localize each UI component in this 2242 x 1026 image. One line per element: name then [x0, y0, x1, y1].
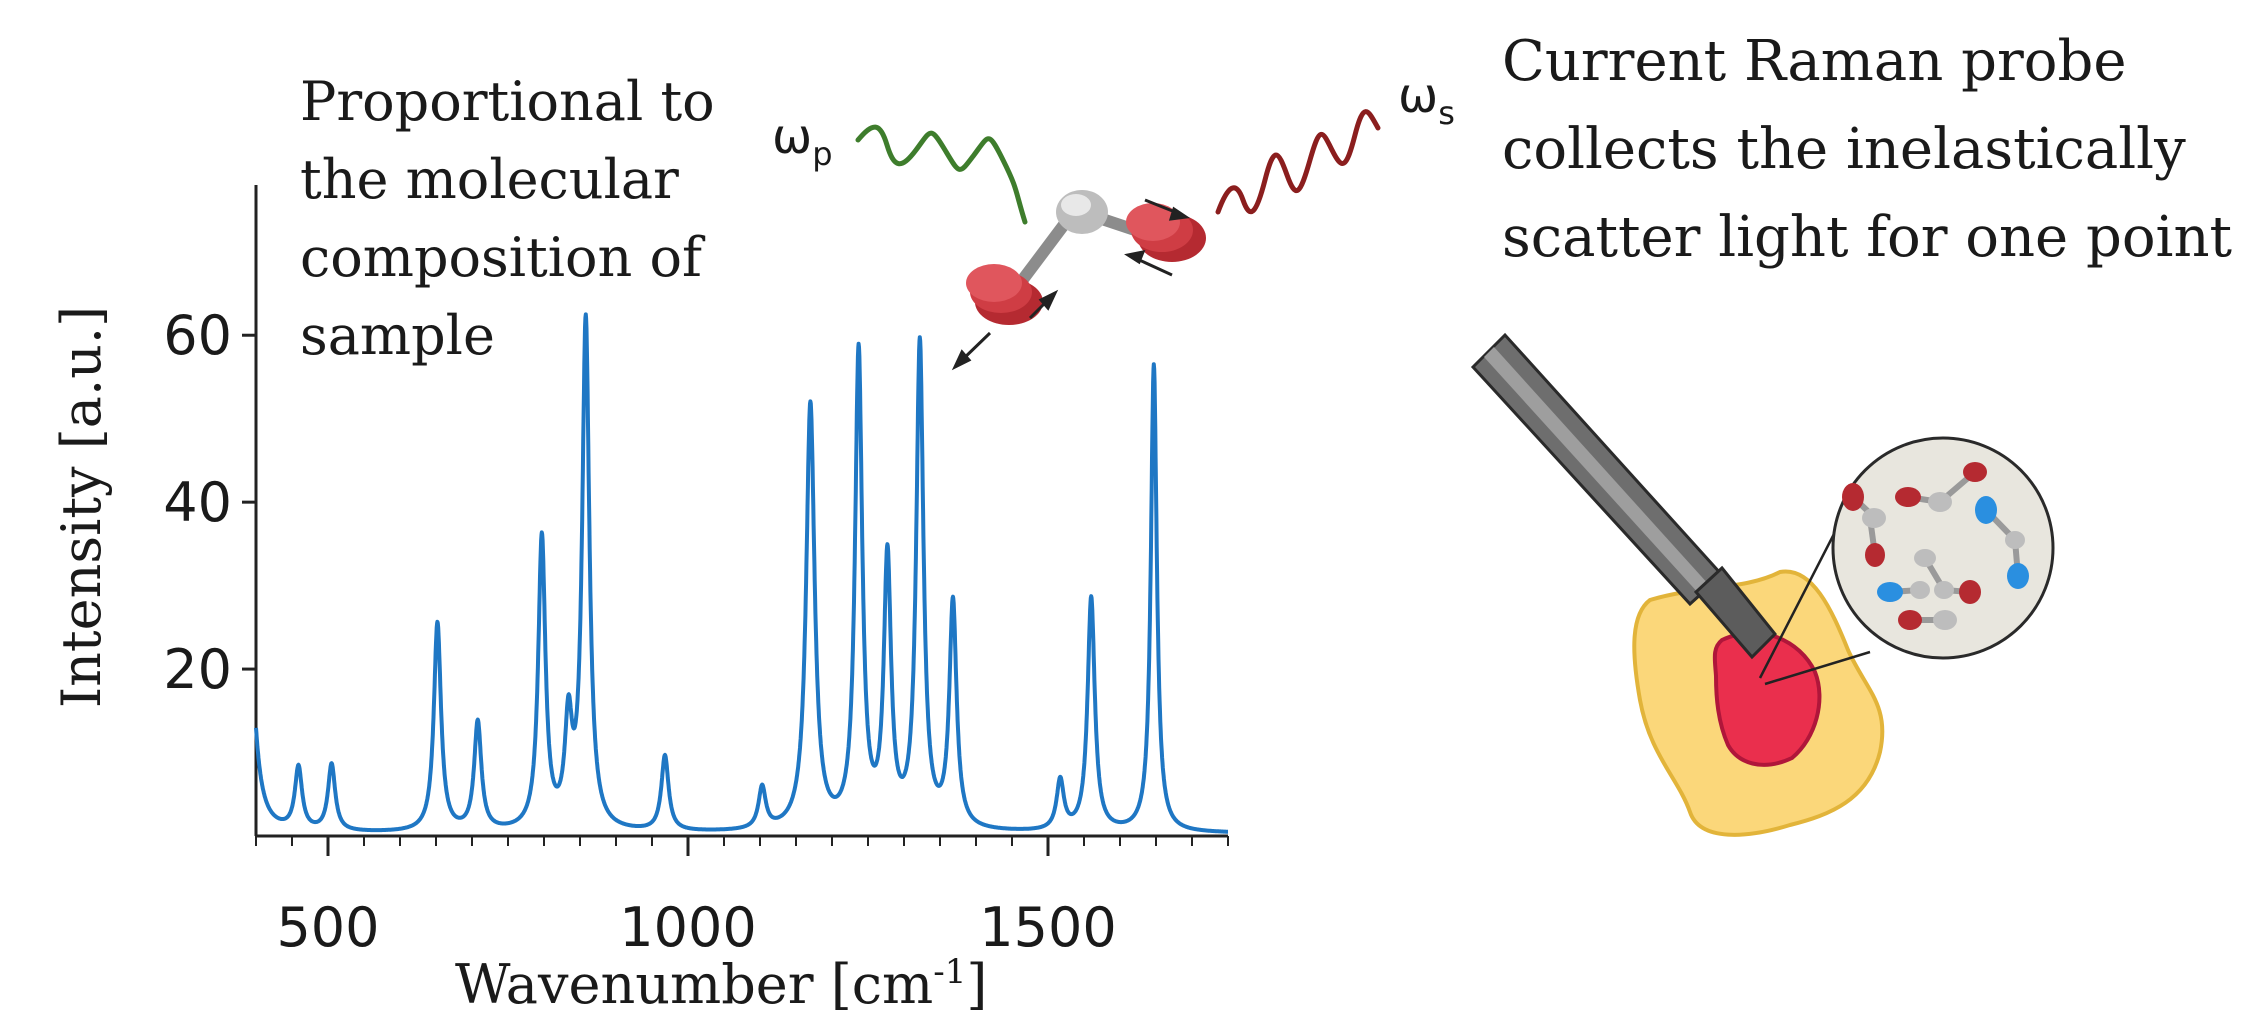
- zoom-line-lower: [1764, 650, 1871, 686]
- probe-icon: [1470, 332, 1778, 660]
- x-major-ticks: 500 1000 1500: [276, 836, 1117, 959]
- annotation-right-line-1: Current Raman probe: [1502, 29, 2126, 94]
- x-axis-label: Wavenumber [cm-1]: [455, 952, 987, 1016]
- annotation-left-line-4: sample: [300, 304, 495, 367]
- omega-p-label: ωp: [772, 109, 833, 173]
- annotation-right-line-2: collects the inelastically: [1502, 117, 2186, 182]
- x-tick-label: 1500: [979, 896, 1116, 959]
- y-axis-label: Intensity [a.u.]: [50, 306, 113, 708]
- y-tick-label: 60: [163, 304, 232, 367]
- raman-scattering-illustration: ωp ωs: [772, 68, 1455, 371]
- annotation-left-line-3: composition of: [300, 226, 706, 289]
- annotation-left-line-2: the molecular: [300, 148, 679, 211]
- annotation-right-line-3: scatter light for one point: [1502, 205, 2233, 270]
- annotation-left-line-1: Proportional to: [300, 70, 715, 133]
- y-tick-label: 20: [163, 638, 232, 701]
- y-ticks: 20 40 60: [163, 304, 256, 701]
- molecule-icon: [951, 190, 1206, 371]
- pump-wave-icon: [855, 124, 1028, 225]
- stokes-wave-icon: [1215, 109, 1381, 215]
- probe-annotation: Current Raman probe collects the inelast…: [1502, 29, 2233, 270]
- x-tick-label: 500: [276, 896, 379, 959]
- raman-probe-illustration: [1470, 332, 2055, 837]
- zoom-line-upper: [1758, 531, 1837, 679]
- spectrum-line: [254, 312, 1230, 834]
- y-tick-label: 40: [163, 471, 232, 534]
- raman-spectrum-chart: 500 1000 1500 20 40 60 Wavenumber [cm-1] Int…: [50, 185, 1230, 1016]
- x-tick-label: 1000: [619, 896, 756, 959]
- lesion-shape: [1712, 630, 1822, 767]
- composition-annotation: Proportional to the molecular compositio…: [300, 70, 732, 367]
- omega-s-label: ωs: [1398, 68, 1455, 132]
- magnified-molecules-icon: [1831, 436, 2055, 660]
